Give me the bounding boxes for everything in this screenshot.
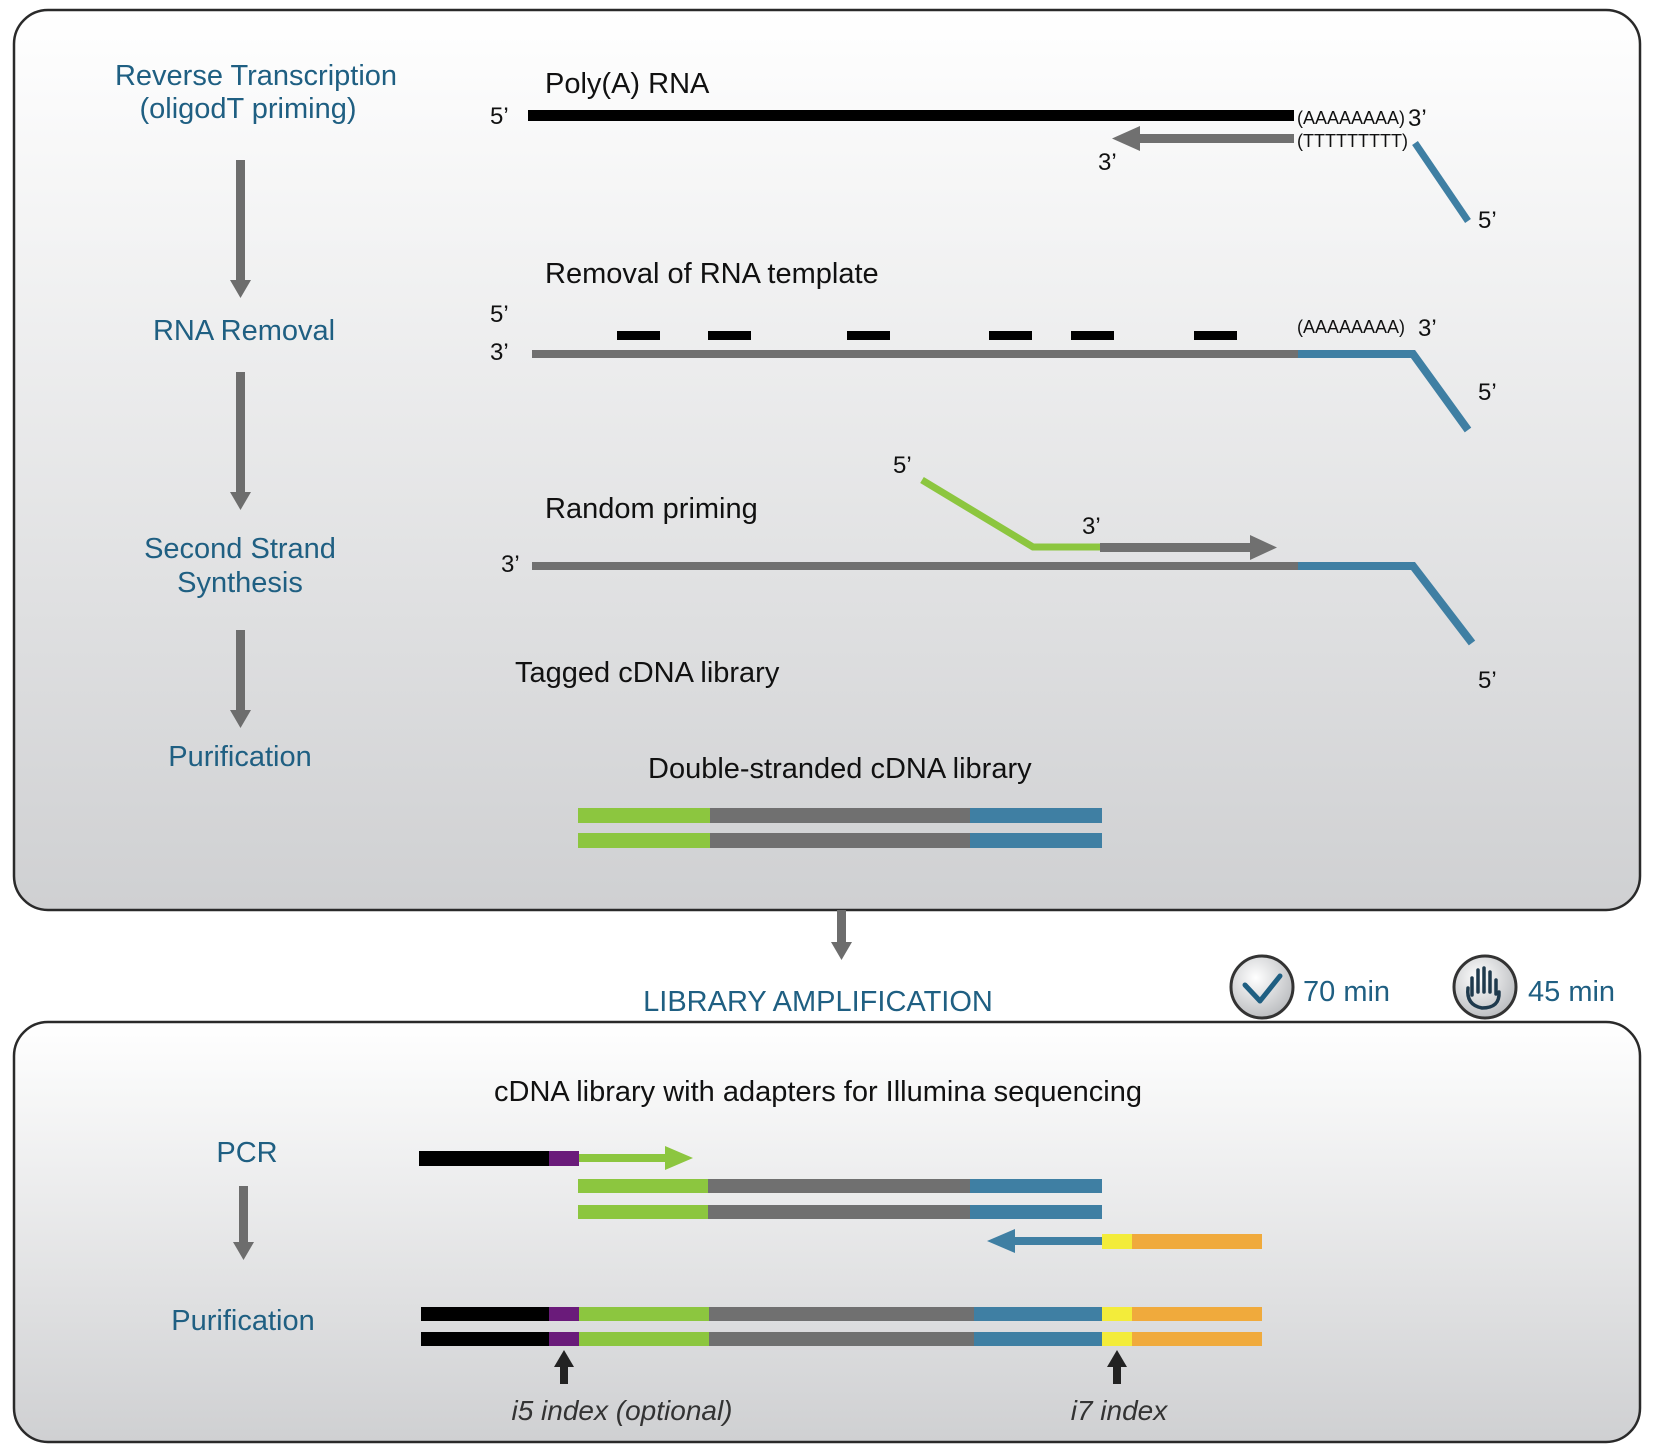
amplification-arrow [831, 910, 852, 960]
step-oligodt-priming: (oligodT priming) [139, 93, 356, 125]
rna-fragments [617, 331, 1237, 340]
step-arrow [230, 160, 251, 298]
second-strand-extension [1100, 543, 1250, 552]
step-rna-removal: RNA Removal [153, 315, 335, 347]
end-3-cdna: 3’ [1098, 149, 1117, 176]
label-i7-index: i7 index [1071, 1395, 1169, 1426]
step-pcr: PCR [216, 1137, 277, 1169]
oligo-strand-random [1298, 562, 1476, 646]
hand-icon [1452, 954, 1518, 1020]
end-5-rna: 5’ [490, 103, 509, 130]
label-removal: Removal of RNA template [545, 258, 879, 290]
end-5-primer: 5’ [893, 452, 912, 479]
end-3-primer: 3’ [1082, 513, 1101, 540]
reverse-primer [987, 1229, 1262, 1253]
cdna-arrowhead [1112, 126, 1140, 151]
final-library [421, 1307, 1262, 1346]
end-5-removal-tail: 5’ [1478, 379, 1497, 406]
oligo-tail [1412, 141, 1471, 223]
label-polya-rna: Poly(A) RNA [545, 68, 710, 100]
step-arrow [230, 372, 251, 510]
rna-strand [528, 110, 1294, 121]
clock-check-icon [1229, 954, 1295, 1020]
step-arrow [230, 630, 251, 728]
extension-arrowhead [1250, 535, 1277, 560]
label-random-priming: Random priming [545, 493, 758, 525]
label-adapters: cDNA library with adapters for Illumina … [494, 1076, 1142, 1108]
step-purification-bottom: Purification [171, 1305, 314, 1337]
polya-sequence-removal: (AAAAAAAA) [1297, 317, 1405, 337]
top-panel [12, 8, 1642, 912]
ds-cdna-pcr [578, 1179, 1102, 1219]
oligo-strand-removal [1298, 350, 1472, 433]
cdna-extension [1140, 134, 1294, 143]
i7-pointer-arrow [1107, 1350, 1127, 1384]
random-primer [920, 477, 1100, 551]
end-3-polya-removal: 3’ [1418, 315, 1437, 342]
i5-pointer-arrow [554, 1350, 574, 1384]
step-synthesis: Synthesis [177, 567, 303, 599]
forward-primer [419, 1146, 693, 1170]
polyt-sequence: (TTTTTTTTT) [1297, 131, 1408, 151]
end-5-removal: 5’ [490, 301, 509, 328]
ds-cdna-library [578, 808, 1102, 848]
step-purification-top: Purification [168, 741, 311, 773]
step-arrow [233, 1186, 254, 1260]
end-3-random: 3’ [501, 551, 520, 578]
cdna-strand-removal [532, 350, 1298, 358]
polya-sequence: (AAAAAAAA) [1297, 108, 1405, 128]
label-double-stranded: Double-stranded cDNA library [648, 753, 1032, 785]
hands-on-time: 45 min [1528, 976, 1615, 1008]
label-i5-index: i5 index (optional) [511, 1395, 732, 1426]
end-5-random-tail: 5’ [1478, 667, 1497, 694]
label-tagged: Tagged cDNA library [515, 657, 780, 689]
end-5-oligo: 5’ [1478, 207, 1497, 234]
label-library-amplification: LIBRARY AMPLIFICATION [643, 986, 993, 1018]
end-3-removal: 3’ [490, 339, 509, 366]
cdna-strand-random [532, 562, 1298, 570]
step-second-strand: Second Strand [144, 533, 336, 565]
total-time: 70 min [1303, 976, 1390, 1008]
end-3-rna: 3’ [1408, 105, 1427, 132]
step-reverse-transcription: Reverse Transcription [115, 60, 397, 92]
